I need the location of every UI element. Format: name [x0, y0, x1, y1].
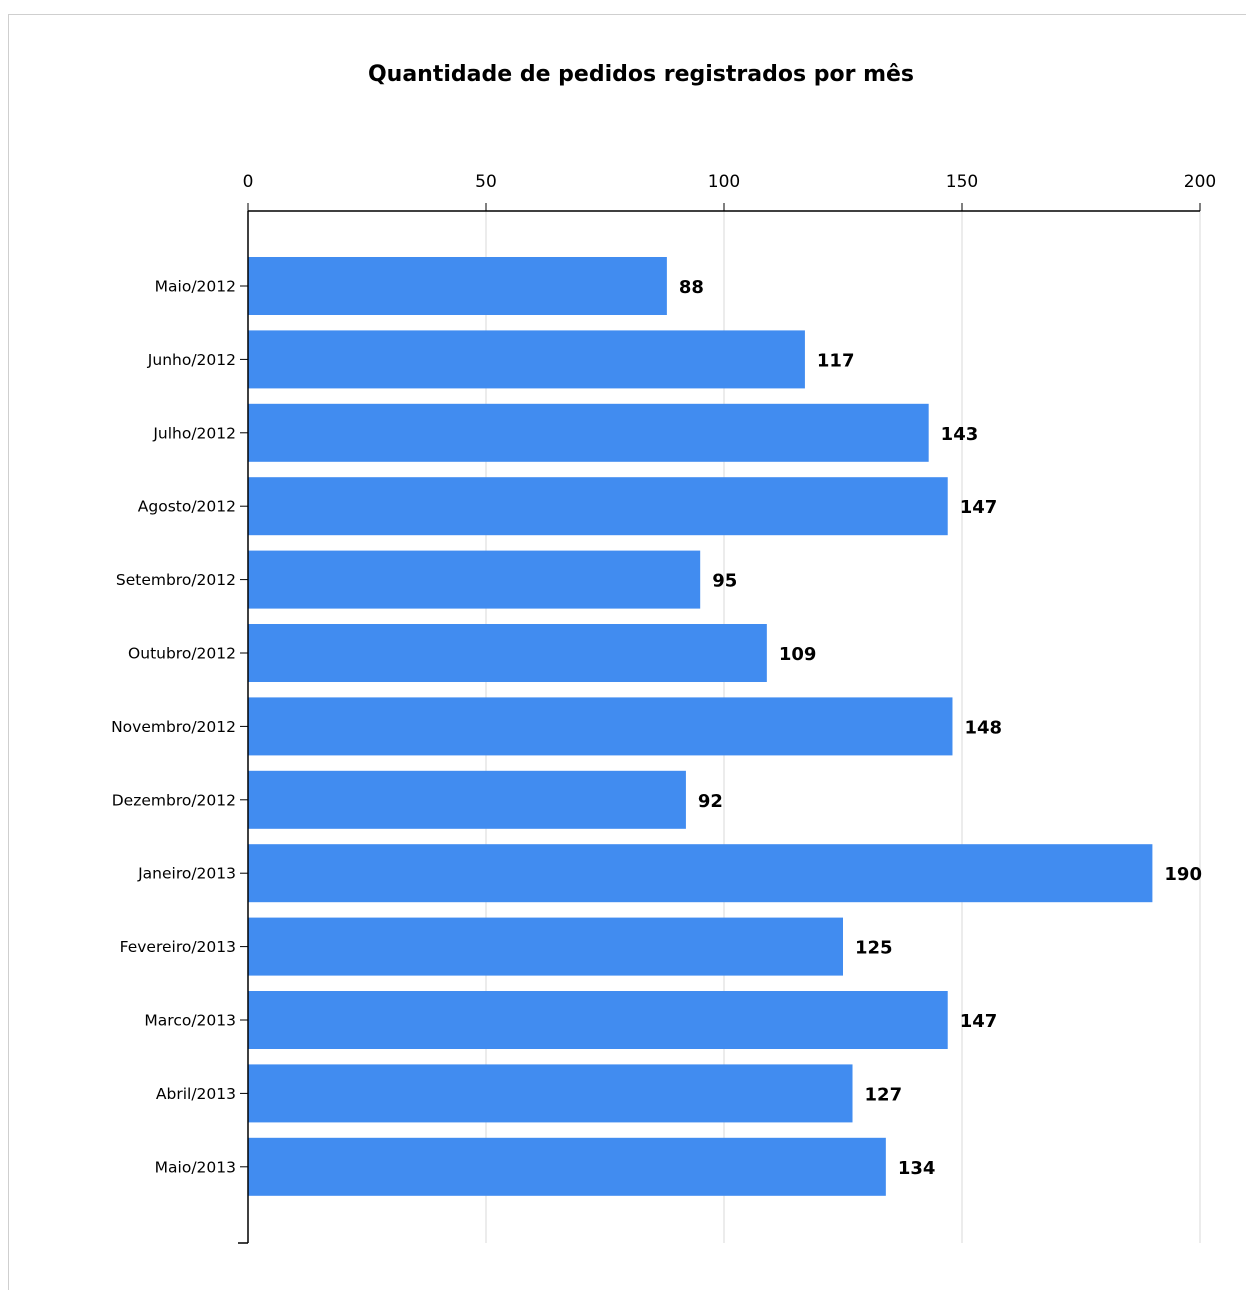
bar-1 [248, 330, 805, 389]
bar-3 [248, 477, 948, 536]
data-label-1: 117 [817, 350, 855, 371]
bar-11 [248, 1064, 853, 1123]
x-tick-label-100: 100 [708, 172, 740, 192]
data-label-11: 127 [865, 1084, 903, 1105]
data-label-9: 125 [855, 938, 893, 959]
bar-8 [248, 844, 1153, 903]
x-tick-label-0: 0 [243, 172, 254, 192]
bar-7 [248, 770, 686, 829]
bar-9 [248, 917, 843, 976]
bar-5 [248, 624, 767, 682]
chart-title: Quantidade de pedidos registrados por mê… [367, 62, 915, 87]
category-label-8: Janeiro/2013 [137, 865, 236, 883]
axes [238, 203, 1201, 1244]
category-label-3: Agosto/2012 [138, 498, 236, 516]
category-label-12: Maio/2013 [155, 1158, 236, 1176]
data-label-4: 95 [712, 571, 737, 592]
data-label-6: 148 [964, 717, 1002, 738]
data-label-7: 92 [698, 791, 723, 812]
bar-4 [248, 550, 701, 609]
category-label-0: Maio/2012 [155, 278, 236, 296]
category-label-2: Julho/2012 [152, 424, 236, 442]
category-label-7: Dezembro/2012 [112, 791, 236, 809]
data-label-10: 147 [960, 1011, 998, 1032]
data-label-0: 88 [679, 277, 704, 298]
data-label-8: 190 [1164, 864, 1202, 885]
labels: 0 50 100 150 200 Maio/2012 88 Junho/2012 117 Julh… [111, 172, 1216, 1179]
category-label-4: Setembro/2012 [116, 571, 236, 589]
x-tick-label-50: 50 [475, 172, 497, 192]
category-label-10: Marco/2013 [144, 1012, 236, 1030]
bar-10 [248, 991, 948, 1049]
data-label-5: 109 [779, 644, 817, 665]
chart-frame [8, 14, 1246, 1290]
bar-0 [248, 257, 667, 315]
category-label-11: Abril/2013 [156, 1085, 236, 1103]
bar-12 [248, 1137, 886, 1196]
x-tick-label-200: 200 [1184, 172, 1216, 192]
x-tick-label-150: 150 [946, 172, 978, 192]
data-label-3: 147 [960, 497, 998, 518]
data-label-2: 143 [941, 424, 979, 445]
bar-2 [248, 403, 929, 462]
category-label-6: Novembro/2012 [111, 718, 236, 736]
category-label-9: Fevereiro/2013 [120, 938, 236, 956]
bar-6 [248, 697, 953, 756]
data-label-12: 134 [898, 1158, 936, 1179]
category-label-1: Junho/2012 [147, 351, 236, 369]
bars [248, 257, 1153, 1196]
category-label-5: Outubro/2012 [128, 645, 236, 663]
